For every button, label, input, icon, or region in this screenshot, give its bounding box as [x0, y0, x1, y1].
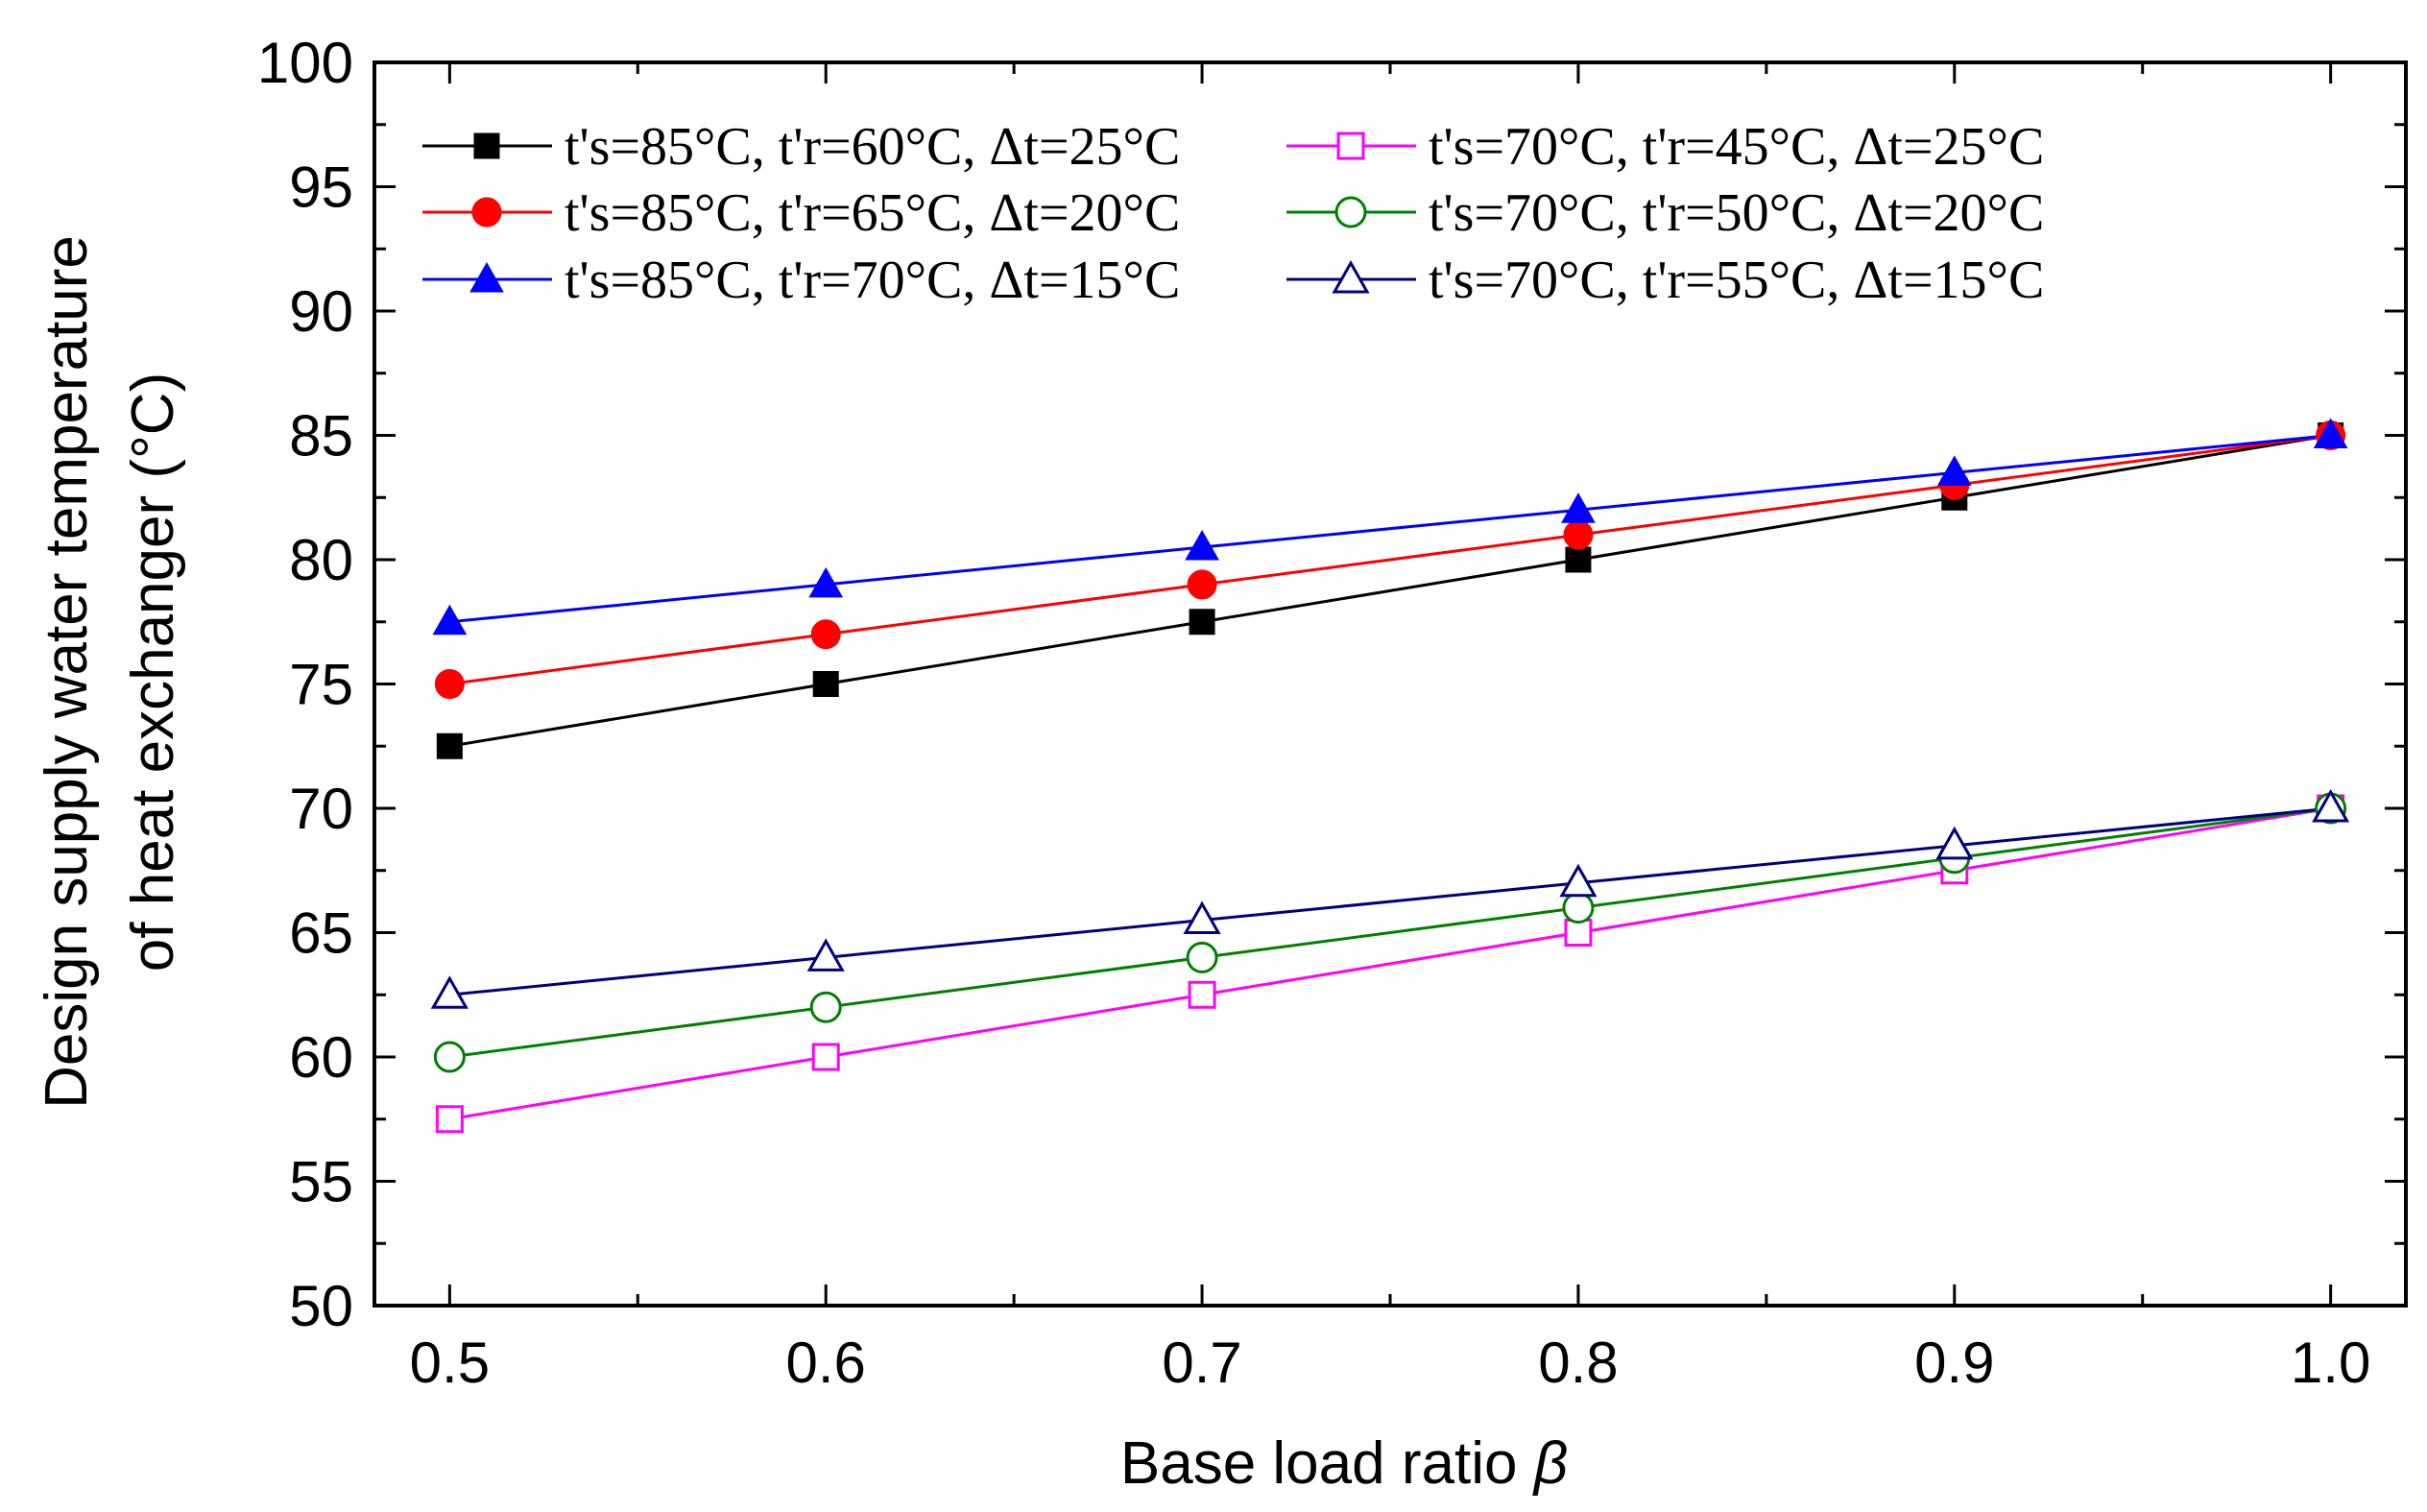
y-tick-label: 50	[289, 1274, 353, 1338]
data-point-s5-3	[1186, 941, 1218, 973]
legend-label: t's=85°C, t'r=65°C, Δt=20°C	[565, 183, 1180, 243]
x-tick-label: 0.6	[786, 1331, 866, 1395]
data-point-s5-1	[433, 1041, 466, 1073]
data-point-s3-2	[808, 566, 844, 598]
data-point-s6-3	[1183, 900, 1221, 935]
legend-marker	[473, 132, 500, 159]
legend-item-6: t's=70°C, t'r=55°C, Δt=15°C	[1286, 251, 2044, 310]
series-line-6	[449, 806, 2331, 996]
x-axis-title-text: Base load ratio	[1120, 1430, 1518, 1497]
data-point-s2-2	[810, 619, 841, 650]
data-point-s4-4	[1564, 919, 1593, 947]
series-line-5	[449, 806, 2331, 1059]
y-tick-label: 85	[289, 404, 353, 468]
legend-marker	[1336, 132, 1365, 160]
legend-label: t's=85°C, t'r=70°C, Δt=15°C	[565, 251, 1180, 310]
series-line-1	[449, 434, 2331, 748]
x-axis-title-symbol: β	[1532, 1430, 1568, 1497]
legend-label: t's=85°C, t'r=60°C, Δt=25°C	[565, 117, 1180, 177]
legend-item-1: t's=85°C, t'r=60°C, Δt=25°C	[422, 117, 1180, 177]
data-point-s3-4	[1561, 492, 1596, 523]
y-axis-title-line1: Design supply water temperature	[34, 235, 100, 1109]
data-point-s1-2	[812, 671, 839, 697]
data-point-s3-3	[1185, 530, 1219, 561]
data-point-s5-2	[809, 991, 842, 1023]
y-tick-label: 95	[289, 156, 353, 220]
data-point-s6-4	[1559, 863, 1598, 898]
x-tick-label: 0.5	[410, 1331, 490, 1395]
legend-item-4: t's=70°C, t'r=45°C, Δt=25°C	[1286, 117, 2044, 177]
y-tick-labels: 50 55 60 65 70 75 80 85 90 95 100	[257, 31, 353, 1338]
x-tick-label: 1.0	[2291, 1331, 2370, 1395]
data-point-s3-6	[2313, 418, 2348, 448]
y-tick-label: 60	[289, 1025, 353, 1090]
y-tick-label: 75	[289, 653, 353, 717]
series-line-2	[449, 434, 2331, 685]
axis-ticks	[374, 60, 2406, 1308]
data-point-s4-1	[435, 1105, 464, 1134]
data-point-s4-3	[1188, 980, 1216, 1009]
data-point-s5-4	[1562, 892, 1595, 924]
y-axis-title-line2: of heat exchanger (°C)	[120, 372, 186, 972]
y-tick-label: 55	[289, 1150, 353, 1214]
legend-marker	[1332, 259, 1370, 294]
x-tick-label: 0.9	[1914, 1331, 1994, 1395]
data-point-s3-1	[432, 604, 468, 636]
series-line-3	[449, 434, 2331, 624]
legend-marker	[471, 197, 502, 228]
series-markers	[430, 418, 2350, 1134]
plot-area	[372, 60, 2408, 1308]
x-tick-label: 0.8	[1538, 1331, 1618, 1395]
y-tick-label: 90	[289, 279, 353, 344]
data-point-s6-6	[2312, 788, 2350, 823]
legend-label: t's=70°C, t'r=55°C, Δt=15°C	[1429, 251, 2044, 310]
y-axis-title: Design supply water temperature	[34, 235, 100, 1109]
legend-marker	[469, 261, 504, 293]
y-tick-label: 80	[289, 528, 353, 592]
data-point-s1-1	[436, 732, 463, 759]
y-axis-title-2: of heat exchanger (°C)	[120, 372, 186, 972]
data-point-s6-1	[430, 975, 469, 1009]
legend-label: t's=70°C, t'r=50°C, Δt=20°C	[1429, 183, 2044, 243]
legend-label: t's=70°C, t'r=45°C, Δt=25°C	[1429, 117, 2044, 177]
legend-item-2: t's=85°C, t'r=65°C, Δt=20°C	[422, 183, 1180, 243]
y-tick-label: 100	[257, 31, 353, 95]
data-point-s6-2	[806, 938, 845, 972]
series-line-4	[449, 806, 2331, 1121]
y-tick-label: 70	[289, 777, 353, 841]
data-point-s1-4	[1565, 546, 1592, 573]
data-point-s2-3	[1187, 569, 1217, 600]
legend: t's=85°C, t'r=60°C, Δt=25°Ct's=85°C, t'r…	[422, 117, 2044, 310]
data-point-s2-4	[1563, 519, 1594, 550]
legend-marker	[1334, 196, 1367, 228]
data-point-s4-2	[811, 1043, 840, 1071]
x-tick-label: 0.7	[1162, 1331, 1241, 1395]
x-tick-labels: 0.5 0.6 0.7 0.8 0.9 1.0	[410, 1331, 2371, 1395]
data-point-s6-5	[1935, 826, 1974, 860]
x-axis-title: Base load ratio β	[1120, 1430, 1568, 1497]
data-point-s2-1	[434, 669, 465, 699]
series-lines	[449, 434, 2331, 1121]
data-point-s3-5	[1936, 455, 1972, 486]
y-tick-label: 65	[289, 901, 353, 966]
legend-item-5: t's=70°C, t'r=50°C, Δt=20°C	[1286, 183, 2044, 243]
data-point-s1-3	[1189, 609, 1215, 636]
legend-item-3: t's=85°C, t'r=70°C, Δt=15°C	[422, 251, 1180, 310]
